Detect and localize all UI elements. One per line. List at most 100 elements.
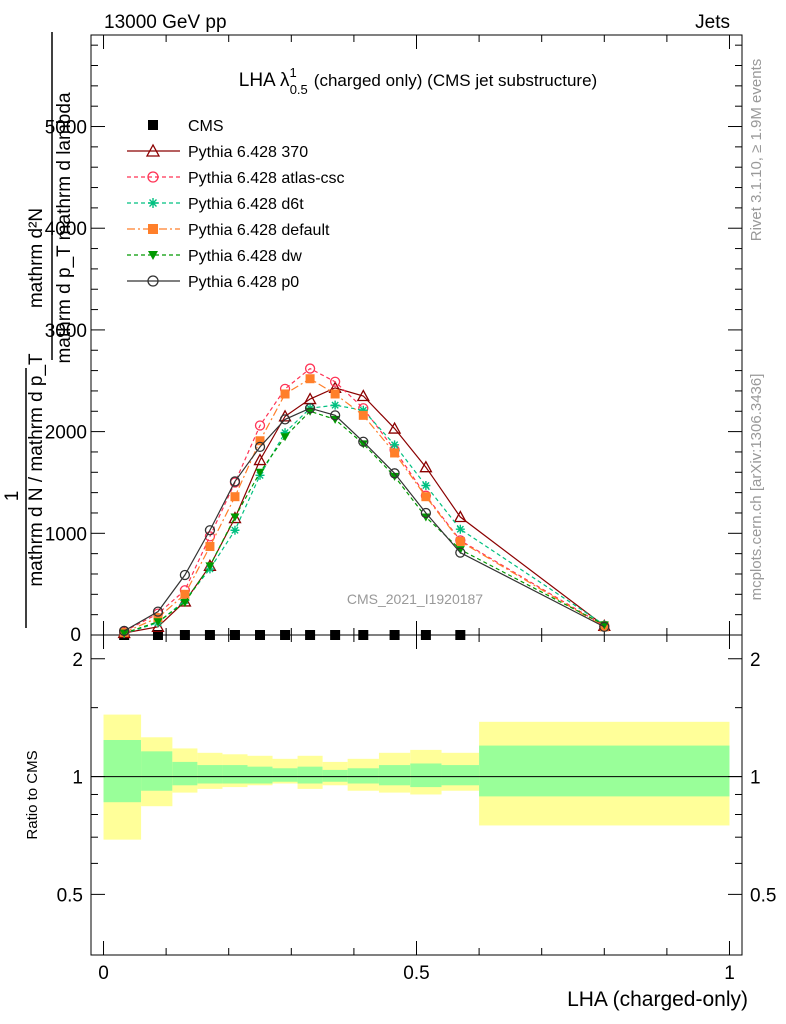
data-point [421,481,431,491]
ratio-y-label: Ratio to CMS [24,750,41,839]
legend-entry-atlas_csc: Pythia 6.428 atlas-csc [127,170,345,187]
data-point [148,224,158,234]
main-y-tick-label: 3000 [45,321,87,342]
data-point [147,171,159,183]
legend-label: Pythia 6.428 dw [188,248,302,265]
ratio-inner-band-bin [272,768,298,782]
data-point [280,389,290,399]
data-point [329,376,341,387]
data-point [253,453,267,466]
ratio-y-tick-label: 0.5 [57,885,83,906]
data-point [358,410,368,420]
y-label-one: 1 [2,491,23,502]
legend-label: Pythia 6.428 atlas-csc [188,170,345,187]
data-point [455,524,465,534]
ratio-inner-band-bin [103,740,142,803]
main-y-tick-label: 4000 [45,219,87,240]
data-point [229,630,240,640]
legend-entry-cms: CMS [148,118,224,135]
data-point [280,630,291,640]
main-y-tick-label: 1000 [45,524,87,545]
main-y-tick-label: 0 [70,625,81,646]
data-point [148,251,158,260]
data-point [147,275,159,287]
legend-label: CMS [188,118,224,135]
ratio-inner-band-bin [322,769,348,782]
data-point [153,613,163,623]
data-point [330,389,340,399]
data-point [455,547,466,558]
data-point [205,542,215,552]
ratio-inner-band-bin [410,763,442,788]
legend-entry-d6t: Pythia 6.428 d6t [127,196,304,213]
data-point [205,562,215,571]
series-line-atlas_csc [123,367,605,632]
mcplots-label: mcplots.cern.ch [arXiv:1306.3436] [748,374,765,601]
main-y-tick-label: 2000 [45,423,87,444]
data-point [255,468,265,477]
ratio-y-tick-label: 2 [72,650,83,671]
data-point [230,525,240,535]
data-point [358,436,369,447]
plot-title-main: LHA λ [239,70,290,91]
data-point [387,421,402,434]
ratio-y-tick-label: 1 [72,768,83,789]
data-point [455,536,465,546]
ratio-axes: 0.5 0.5 1 1 2 2 0 0.5 1 [57,635,776,984]
legend-label: Pythia 6.428 p0 [188,274,299,291]
data-point [420,630,431,640]
series-p0 [119,403,610,637]
ratio-inner-band-bin [297,766,323,784]
data-point [153,618,163,627]
plot-title: LHA λ1 0.5 (charged only) (CMS jet substru… [239,65,597,97]
data-point [204,531,216,542]
ratio-inner-band-bin [479,745,730,797]
data-point [179,630,190,640]
data-point [330,400,340,410]
data-point [304,363,316,374]
series-line-dw [123,410,605,634]
data-point [119,629,129,638]
data-point [390,448,400,458]
ratio-inner-band-bin [378,765,411,786]
main-y-tick-label: 5000 [45,118,87,139]
data-point [421,492,431,502]
data-point [119,625,130,637]
ratio-bands [103,714,730,840]
x-tick-label: 0.5 [403,963,429,984]
plot-title-rest: (charged only) (CMS jet substructure) [314,71,597,90]
data-point [356,389,370,402]
data-point [279,414,291,425]
data-point [280,428,290,438]
plot-title-sub: 0.5 [290,82,308,97]
plot-title-sup: 1 [289,65,296,80]
legend-entry-default: Pythia 6.428 default [127,222,330,239]
ratio-inner-band-bin [141,751,173,791]
series-line-default [123,378,605,634]
legend-entry-dw: Pythia 6.428 dw [127,248,302,265]
ratio-inner-band-bin [197,765,223,784]
ratio-inner-band-bin [172,761,198,786]
data-point [305,374,315,384]
data-point [230,492,240,502]
data-point [179,569,191,581]
series-line-p0 [123,407,605,632]
data-point [453,510,467,523]
data-point [228,511,242,524]
legend-label: Pythia 6.428 default [188,222,330,239]
legend-entry-p0: Pythia 6.428 p0 [127,274,299,291]
x-tick-label: 1 [724,963,735,984]
header-left: 13000 GeV pp [104,12,227,33]
data-point [145,143,161,157]
y-axis-label: mathrm d²N mathrm d p_T mathrm d lambda … [2,32,75,628]
ratio-inner-band-bin [441,765,480,786]
data-point [255,630,266,640]
watermark: CMS_2021_I1920187 [347,591,483,607]
data-point [180,589,190,599]
ratio-y-tick-label-right: 0.5 [750,885,776,906]
header-right: Jets [695,12,730,33]
y-label-top: mathrm d²N [26,208,47,308]
data-point [254,420,266,431]
data-point [358,630,369,640]
